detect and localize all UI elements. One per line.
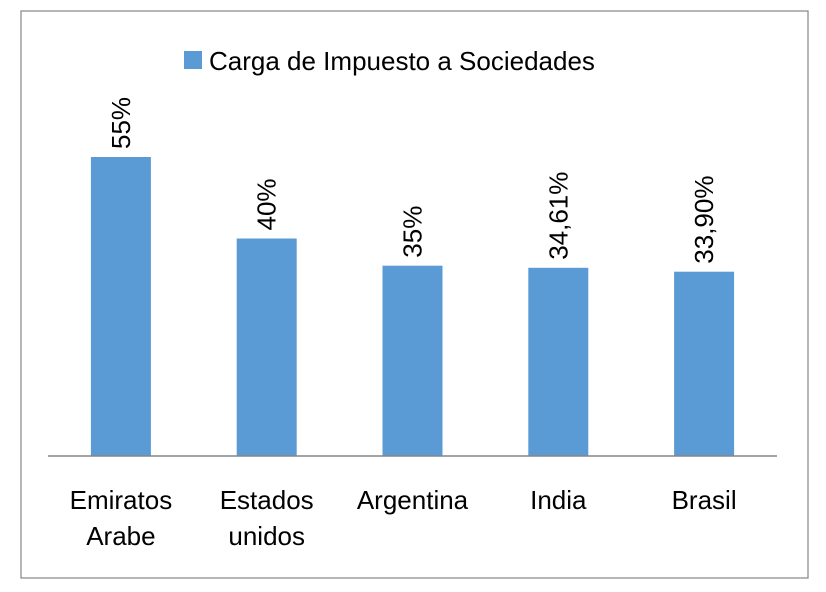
x-tick-label: Emiratos	[70, 485, 173, 515]
data-label: 35%	[398, 206, 428, 258]
legend: Carga de Impuesto a Sociedades	[184, 46, 595, 76]
x-tick-label: Estados	[220, 485, 314, 515]
bar	[528, 267, 589, 456]
x-tick-label: Argentina	[357, 485, 469, 515]
legend-label: Carga de Impuesto a Sociedades	[209, 46, 595, 76]
data-label: 55%	[106, 97, 136, 149]
data-label: 33,90%	[689, 176, 719, 264]
bar	[382, 265, 443, 456]
x-tick-label: India	[530, 485, 587, 515]
legend-swatch	[184, 51, 202, 69]
bar	[674, 271, 735, 456]
bar	[90, 157, 151, 456]
x-tick-labels: Emiratos Arabe Estados unidos Argentina India…	[70, 485, 737, 551]
x-tick-label: Brasil	[672, 485, 737, 515]
bar	[236, 238, 297, 456]
bars-group: 55% 40% 35% 34,61% 33,90%	[90, 97, 735, 456]
data-label: 40%	[252, 178, 282, 230]
x-tick-label: unidos	[228, 521, 305, 551]
data-label: 34,61%	[543, 172, 573, 260]
x-tick-label: Arabe	[86, 521, 155, 551]
